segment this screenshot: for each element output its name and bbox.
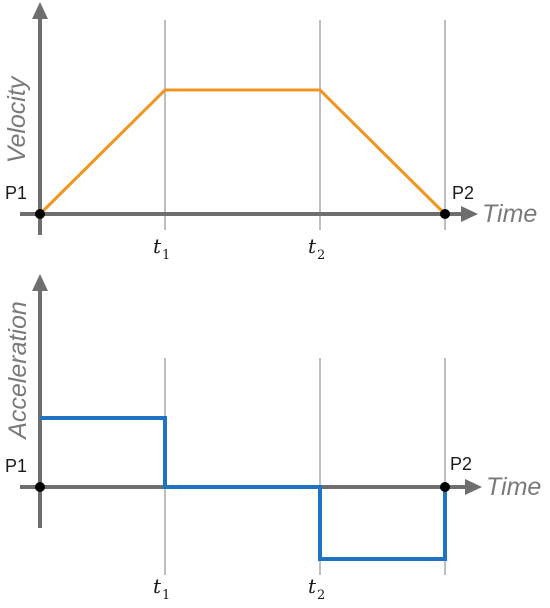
- acceleration-p2-label: P2: [450, 454, 472, 474]
- velocity-p2-label: P2: [452, 183, 474, 203]
- velocity-t1-tick-label: t1: [153, 234, 170, 263]
- velocity-panel: Velocity Time P1 P2 t1 t2: [3, 2, 537, 263]
- acceleration-x-axis-title: Time: [486, 473, 541, 501]
- velocity-p1-point: [35, 209, 45, 219]
- acceleration-p1-label: P1: [5, 456, 27, 476]
- velocity-y-axis-arrow: [32, 2, 48, 19]
- velocity-curve: [38, 88, 447, 216]
- velocity-y-axis-title: Velocity: [3, 75, 31, 163]
- velocity-p1-label: P1: [5, 183, 27, 203]
- acceleration-t1-tick-label: t1: [153, 574, 170, 603]
- velocity-t2-tick-label: t2: [308, 234, 325, 263]
- acceleration-x-axis-arrow: [465, 479, 482, 495]
- acceleration-panel: Acceleration Time P1 P2 t1 t2: [4, 274, 541, 603]
- acceleration-p1-point: [35, 482, 45, 492]
- velocity-p2-point: [440, 209, 450, 219]
- acceleration-t2-tick-label: t2: [308, 574, 325, 603]
- acceleration-curve: [40, 416, 447, 561]
- acceleration-p2-point: [440, 482, 450, 492]
- acceleration-y-axis-arrow: [32, 274, 48, 291]
- acceleration-y-axis-title: Acceleration: [4, 301, 32, 441]
- velocity-x-axis-arrow: [461, 206, 478, 222]
- velocity-x-axis-title: Time: [482, 200, 537, 228]
